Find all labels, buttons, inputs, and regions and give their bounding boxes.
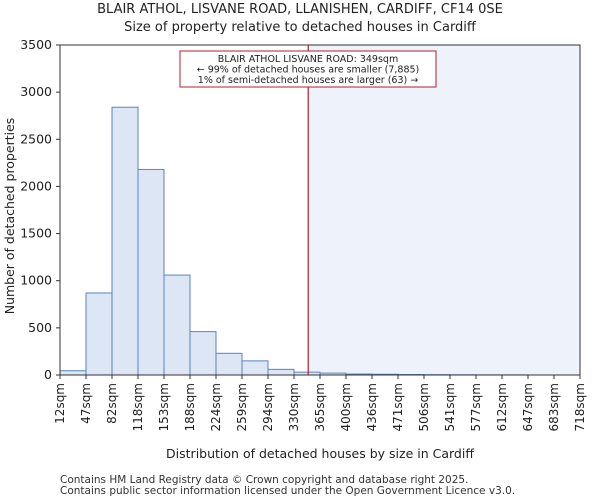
histogram-bar <box>59 370 87 376</box>
x-tick-label: 541sqm <box>443 383 457 431</box>
y-tick-label: 3000 <box>20 84 52 99</box>
x-tick-label: 436sqm <box>365 383 379 431</box>
x-tick-label: 153sqm <box>157 383 171 431</box>
y-tick-label: 1500 <box>20 226 52 241</box>
histogram-bar <box>267 368 295 376</box>
annotation-line: 1% of semi-detached houses are larger (6… <box>198 75 418 86</box>
x-tick-label: 294sqm <box>261 383 275 431</box>
x-tick-label: 365sqm <box>313 383 327 431</box>
x-axis-label: Distribution of detached houses by size … <box>166 446 474 461</box>
histogram-bar <box>85 292 113 376</box>
histogram-bar <box>189 331 217 376</box>
histogram-bar <box>137 168 165 376</box>
histogram-bar <box>111 106 139 376</box>
x-tick-label: 82sqm <box>105 383 119 424</box>
x-tick-label: 683sqm <box>547 383 561 431</box>
x-tick-label: 259sqm <box>235 383 249 431</box>
y-tick-label: 3500 <box>20 37 52 52</box>
x-tick-label: 400sqm <box>339 383 353 431</box>
annotation-line: ← 99% of detached houses are smaller (7,… <box>197 65 420 76</box>
histogram-bar <box>241 360 269 376</box>
x-tick-label: 471sqm <box>391 383 405 431</box>
histogram-bar <box>163 274 191 376</box>
x-tick-label: 118sqm <box>131 383 145 431</box>
footer-line-2: Contains public sector information licen… <box>60 485 516 497</box>
chart-subtitle: Size of property relative to detached ho… <box>124 20 476 35</box>
x-tick-label: 188sqm <box>183 383 197 431</box>
x-tick-label: 224sqm <box>209 383 223 431</box>
chart-title: BLAIR ATHOL, LISVANE ROAD, LLANISHEN, CA… <box>97 2 503 17</box>
y-axis-label: Number of detached properties <box>2 118 17 315</box>
x-tick-label: 718sqm <box>573 383 587 431</box>
histogram-bar <box>215 352 243 376</box>
x-tick-label: 47sqm <box>79 383 93 424</box>
x-tick-label: 12sqm <box>53 383 67 424</box>
y-tick-label: 1000 <box>20 273 52 288</box>
x-tick-label: 577sqm <box>469 383 483 431</box>
y-tick-label: 500 <box>28 320 52 335</box>
x-tick-label: 647sqm <box>521 383 535 431</box>
larger-region <box>308 45 580 375</box>
y-tick-label: 0 <box>44 367 52 382</box>
x-tick-label: 506sqm <box>417 383 431 431</box>
histogram-chart: 0 500 1000 1500 2000 2500 3000 3500 12sqm 47sqm 82… <box>2 37 587 461</box>
y-tick-label: 2000 <box>20 178 52 193</box>
footer-line-1: Contains HM Land Registry data © Crown c… <box>60 474 469 486</box>
x-tick-label: 330sqm <box>287 383 301 431</box>
annotation-line: BLAIR ATHOL LISVANE ROAD: 349sqm <box>218 54 398 65</box>
x-tick-label: 612sqm <box>495 383 509 431</box>
annotation-box <box>179 50 437 88</box>
y-tick-label: 2500 <box>20 131 52 146</box>
